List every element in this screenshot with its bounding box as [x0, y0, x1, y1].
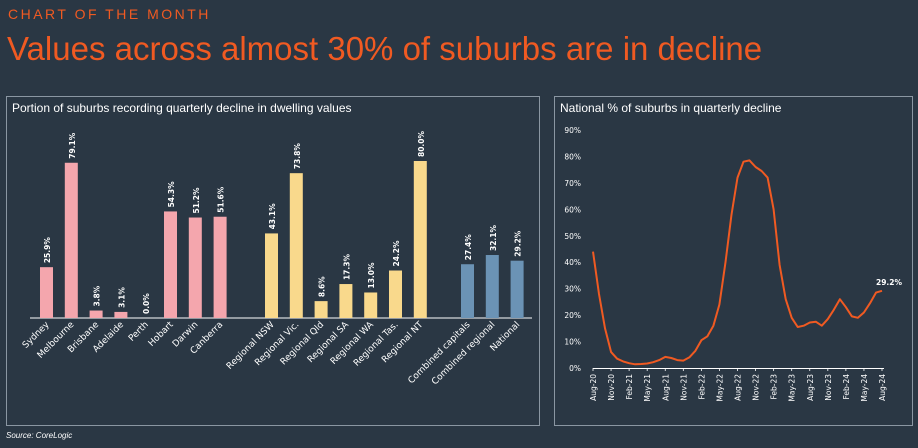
x-tick-label: Aug-22: [734, 374, 743, 401]
x-tick-label: Feb-23: [770, 374, 779, 400]
x-tick-label: May-21: [643, 374, 652, 402]
bar-value-label: 3.8%: [93, 285, 102, 306]
bar-value-label: 24.2%: [392, 240, 401, 267]
line-chart-title: National % of suburbs in quarterly decli…: [560, 101, 782, 115]
x-tick-label: May-23: [788, 374, 797, 402]
bar-melbourne: [64, 162, 78, 318]
bar-value-label: 43.1%: [268, 203, 277, 230]
bar-value-label: 29.2%: [514, 230, 523, 257]
bar-value-label: 79.1%: [68, 132, 77, 159]
bar-regional-tas-: [389, 270, 402, 318]
source-note: Source: CoreLogic: [6, 431, 73, 440]
bar-value-label: 51.6%: [217, 186, 226, 213]
x-tick-label: Aug-24: [878, 374, 887, 401]
y-tick-label: 40%: [564, 258, 581, 267]
bar-combined-regional: [485, 255, 499, 318]
x-tick-label: May-24: [860, 374, 869, 402]
x-tick-label: Aug-23: [806, 374, 815, 401]
bar-value-label: 17.3%: [342, 254, 351, 281]
bar-value-label: 80.0%: [417, 130, 426, 157]
x-tick-label: Nov-21: [679, 374, 688, 401]
y-tick-label: 10%: [564, 338, 581, 347]
bar-combined-capitals: [461, 264, 474, 318]
bar-regional-wa: [364, 292, 378, 318]
x-tick-label: Feb-21: [625, 374, 634, 400]
bar-regional-nsw: [265, 233, 278, 318]
x-tick-label: Aug-21: [661, 374, 670, 401]
national-decline-line: [592, 159, 883, 366]
bar-value-label: 54.3%: [167, 181, 176, 208]
bar-regional-vic-: [289, 173, 303, 318]
bar-regional-sa: [339, 284, 353, 318]
bar-value-label: 13.0%: [367, 262, 376, 289]
bar-brisbane: [89, 310, 103, 318]
bar-sydney: [40, 267, 53, 318]
bar-regional-qld: [314, 301, 328, 318]
y-tick-label: 90%: [564, 126, 581, 135]
y-tick-label: 0%: [569, 364, 581, 373]
bar-value-label: 25.9%: [43, 237, 52, 264]
bar-value-label: 51.2%: [192, 187, 201, 214]
y-tick-label: 80%: [564, 152, 581, 161]
line-chart-panel: National % of suburbs in quarterly decli…: [554, 96, 913, 426]
line-chart: 0% 10% 20% 30% 40% 50% 60% 70% 80% 90% Aug-20 Nov-2…: [564, 126, 903, 402]
x-tick-label: Feb-24: [842, 374, 851, 400]
bar-value-label: 8.6%: [318, 276, 327, 297]
bar-value-label: 32.1%: [489, 224, 498, 251]
bar-canberra: [213, 216, 227, 318]
bar-darwin: [188, 217, 202, 318]
x-tick-label: Aug-20: [589, 374, 598, 401]
bar-value-label: 73.8%: [293, 143, 302, 170]
x-tick-label: May-22: [715, 374, 724, 402]
bar-hobart: [164, 211, 177, 318]
x-tick-label: Nov-23: [824, 374, 833, 401]
end-value-label: 29.2%: [876, 278, 903, 287]
kicker-label: CHART OF THE MONTH: [8, 6, 211, 22]
bar-chart-panel: Portion of suburbs recording quarterly d…: [6, 96, 540, 426]
bar-value-label: 3.1%: [117, 287, 126, 308]
y-tick-label: 20%: [564, 311, 581, 320]
bar-adelaide: [114, 311, 128, 318]
page-title: Values across almost 30% of suburbs are …: [7, 30, 763, 67]
y-tick-label: 70%: [564, 179, 581, 188]
bar-value-label: 0.0%: [142, 293, 151, 314]
bar-chart-title: Portion of suburbs recording quarterly d…: [12, 101, 352, 115]
y-tick-label: 30%: [564, 285, 581, 294]
x-tick-label: Feb-22: [697, 374, 706, 400]
x-tick-label: Nov-22: [752, 374, 761, 401]
bar-value-label: 27.4%: [464, 234, 473, 261]
bar-regional-nt: [413, 161, 427, 318]
y-tick-label: 60%: [564, 205, 581, 214]
bar-chart: 25.9%Sydney79.1%Melbourne3.8%Brisbane3.1…: [21, 130, 532, 387]
y-tick-label: 50%: [564, 232, 581, 241]
bar-national: [510, 260, 524, 318]
x-tick-label: Nov-20: [607, 374, 616, 401]
